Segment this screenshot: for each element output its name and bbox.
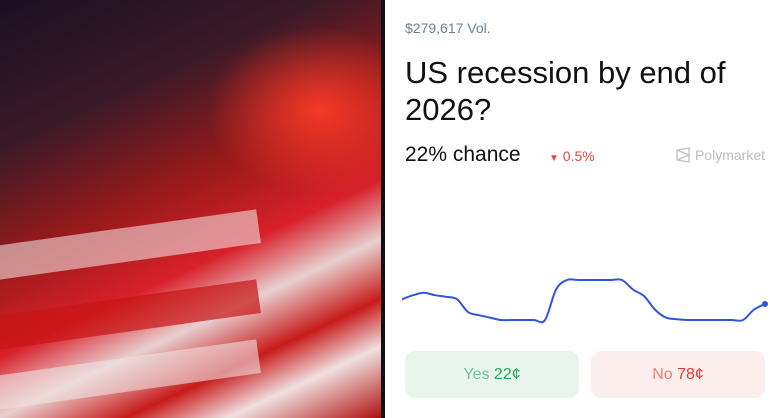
article-image-us-flag-recession [0, 0, 381, 418]
divider [381, 0, 385, 418]
chance-label: 22% chance [405, 143, 521, 166]
buy-yes-button[interactable]: Yes 22¢ [405, 351, 579, 398]
no-label: No [652, 365, 673, 383]
current-price-dot [762, 301, 768, 307]
change-value: 0.5% [562, 148, 595, 164]
market-title[interactable]: US recession by end of 2026? [405, 55, 726, 127]
price-history-chart [401, 278, 768, 324]
price-line [401, 278, 766, 324]
triangle-down-icon: ▼ [549, 153, 559, 164]
yes-label: Yes [463, 365, 490, 383]
buy-no-button[interactable]: No 78¢ [591, 351, 765, 398]
market-card[interactable]: $279,617 Vol. US recession by end of 202… [385, 0, 770, 418]
polymarket-brand: Polymarket [676, 147, 765, 163]
no-price: 78¢ [677, 365, 704, 383]
flag-stripe [0, 209, 261, 285]
polymarket-logo-icon [676, 147, 690, 163]
flag-stripe [0, 339, 261, 415]
yes-price: 22¢ [493, 365, 521, 383]
change-indicator: ▼ 0.5% [549, 148, 595, 164]
brand-label: Polymarket [694, 147, 765, 163]
volume-label: $279,617 Vol. [405, 20, 491, 36]
